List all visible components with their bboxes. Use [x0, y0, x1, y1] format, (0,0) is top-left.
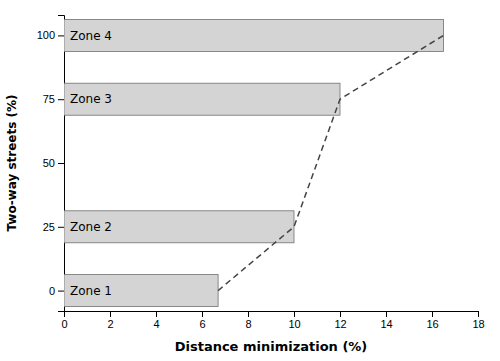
tick-label: 100 [37, 29, 55, 41]
tick-label: 2 [107, 318, 113, 330]
bar [64, 83, 340, 115]
tick-mark [110, 311, 111, 317]
tick-label: 4 [153, 318, 159, 330]
tick: 8 [245, 311, 251, 330]
marks [64, 19, 444, 306]
tick: 100 [37, 29, 64, 41]
tick: 50 [43, 157, 64, 169]
tick-label: 10 [288, 318, 300, 330]
zone-label: Zone 2 [70, 220, 112, 234]
tick-mark [58, 35, 64, 36]
tick: 25 [43, 221, 64, 233]
tick-mark [58, 227, 64, 228]
bar [64, 275, 218, 307]
tick-mark [340, 311, 341, 317]
tick-mark [156, 311, 157, 317]
tick: 4 [153, 311, 159, 330]
tick: 6 [199, 311, 205, 330]
tick: 18 [472, 311, 484, 330]
tick: 75 [43, 93, 64, 105]
bar [64, 19, 444, 51]
zone-label: Zone 1 [70, 284, 112, 298]
tick-mark [432, 311, 433, 317]
tick-label: 14 [380, 318, 392, 330]
axis-line [58, 16, 65, 312]
tick-mark [202, 311, 203, 317]
bar [64, 211, 294, 243]
tick: 12 [334, 311, 346, 330]
labels: Zone 1 Zone 2 Zone 3 Zone 4 [70, 29, 112, 298]
y-axis: 0 25 50 75 100 [37, 16, 65, 312]
tick-mark [58, 163, 64, 164]
tick-mark [248, 311, 249, 317]
tick-label: 6 [199, 318, 205, 330]
y-axis-title: Two-way streets (%) [5, 94, 19, 231]
tick-mark [294, 311, 295, 317]
x-axis-title: Distance minimization (%) [175, 339, 368, 354]
tick-label: 8 [245, 318, 251, 330]
tick-label: 0 [49, 285, 55, 297]
x-axis: 0 2 4 6 8 10 12 14 16 18 [61, 311, 484, 330]
tick-mark [58, 291, 64, 292]
zone-label: Zone 3 [70, 92, 112, 106]
tick: 10 [288, 311, 300, 330]
tick: 16 [426, 311, 438, 330]
tick-label: 50 [43, 157, 55, 169]
axis-line [65, 312, 479, 318]
zone-label: Zone 4 [70, 29, 112, 43]
line [218, 35, 443, 290]
tick-mark [58, 99, 64, 100]
tick-label: 12 [334, 318, 346, 330]
tick-label: 0 [61, 318, 67, 330]
tick: 14 [380, 311, 392, 330]
tick-label: 25 [43, 221, 55, 233]
tick-mark [478, 311, 479, 317]
tick-label: 75 [43, 93, 55, 105]
tick-label: 18 [472, 318, 484, 330]
tick: 2 [107, 311, 113, 330]
tick-mark [386, 311, 387, 317]
tick: 0 [49, 285, 64, 297]
plot-area: 0246810121416180255075100Zone 1Zone 2Zon… [37, 16, 485, 330]
tick: 0 [61, 311, 67, 330]
tick-label: 16 [426, 318, 438, 330]
chart: 0246810121416180255075100Zone 1Zone 2Zon… [0, 0, 500, 361]
